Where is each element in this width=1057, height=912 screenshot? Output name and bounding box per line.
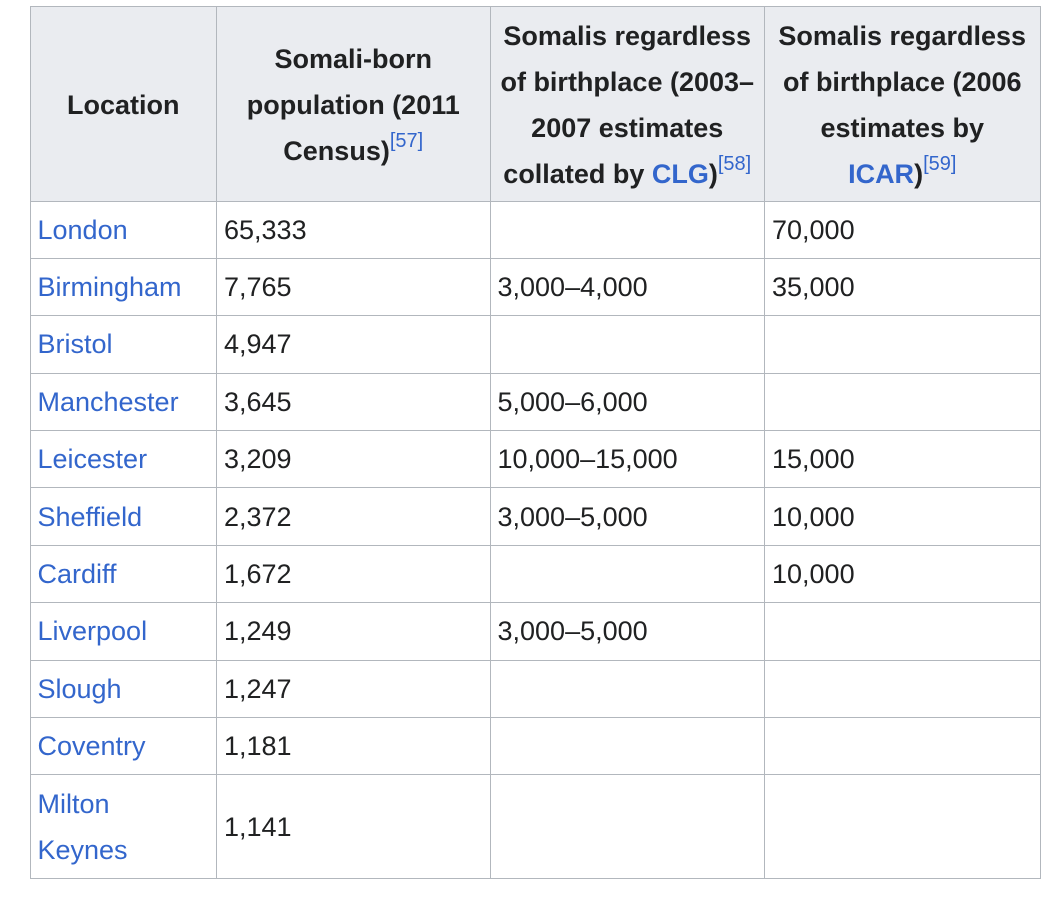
header-clg-estimates: Somalis regardless of birthplace (2003–2…	[490, 6, 765, 202]
cell-icar	[765, 316, 1041, 374]
cell-census: 1,141	[217, 775, 491, 879]
table-row-milton-keynes: Milton Keynes 1,141	[30, 775, 1041, 879]
header-location: Location	[30, 6, 217, 202]
header-census-label: Somali-born population (2011 Census)	[246, 43, 460, 167]
cell-census: 65,333	[217, 201, 491, 259]
cell-icar	[765, 373, 1041, 432]
cell-location: Leicester	[30, 431, 217, 489]
cell-location: Manchester	[30, 373, 217, 432]
reference-59: [59]	[923, 153, 956, 175]
cell-icar: 70,000	[765, 201, 1041, 259]
header-icar-estimates: Somalis regardless of birthplace (2006 e…	[765, 6, 1041, 202]
slough-link[interactable]: Slough	[37, 673, 122, 704]
birmingham-link[interactable]: Birmingham	[37, 271, 182, 302]
header-icar-label-after: )	[914, 159, 924, 190]
table-row-manchester: Manchester 3,645 5,000–6,000	[30, 373, 1041, 432]
manchester-link[interactable]: Manchester	[37, 386, 179, 417]
header-icar-label-before: Somalis regardless of birthplace (2006 e…	[778, 20, 1027, 144]
cell-location: Coventry	[30, 718, 217, 776]
cell-icar: 35,000	[765, 258, 1041, 317]
reference-57: [57]	[390, 130, 423, 152]
cardiff-link[interactable]: Cardiff	[37, 558, 117, 589]
header-row: Location Somali-born population (2011 Ce…	[30, 6, 1041, 202]
cell-location: Cardiff	[30, 545, 217, 604]
cell-clg	[490, 545, 765, 604]
cell-icar	[765, 603, 1041, 661]
reference-57-link[interactable]: [57]	[389, 129, 424, 152]
header-location-label: Location	[67, 89, 180, 120]
clg-link[interactable]: CLG	[651, 159, 709, 190]
cell-census: 3,209	[217, 431, 491, 489]
london-link[interactable]: London	[37, 214, 128, 245]
reference-59-link[interactable]: [59]	[923, 152, 957, 175]
clg-close-ref: )[58]	[708, 154, 751, 190]
cell-clg	[490, 775, 765, 879]
cell-clg: 5,000–6,000	[490, 373, 765, 432]
cell-location: Milton Keynes	[30, 775, 217, 879]
cell-clg: 3,000–5,000	[490, 603, 765, 661]
reference-58: [58]	[718, 153, 751, 175]
table-row-london: London 65,333 70,000	[30, 201, 1041, 259]
header-census-2011: Somali-born population (2011 Census)[57]	[217, 6, 491, 202]
cell-clg	[490, 718, 765, 776]
icar-link[interactable]: ICAR	[848, 159, 915, 190]
cell-census: 2,372	[217, 488, 491, 546]
cell-census: 1,672	[217, 545, 491, 604]
cell-clg	[490, 201, 765, 259]
cell-census: 1,249	[217, 603, 491, 661]
cell-clg: 10,000–15,000	[490, 431, 765, 489]
table-row-liverpool: Liverpool 1,249 3,000–5,000	[30, 603, 1041, 661]
cell-location: Liverpool	[30, 603, 217, 661]
icar-close-ref: )[59]	[914, 154, 956, 190]
table-row-birmingham: Birmingham 7,765 3,000–4,000 35,000	[30, 258, 1041, 317]
cell-census: 1,181	[217, 718, 491, 776]
cell-icar	[765, 660, 1041, 719]
coventry-link[interactable]: Coventry	[37, 731, 146, 762]
cell-census: 7,765	[217, 258, 491, 317]
liverpool-link[interactable]: Liverpool	[37, 616, 148, 647]
header-clg-label-after: )	[708, 159, 718, 190]
table-row-sheffield: Sheffield 2,372 3,000–5,000 10,000	[30, 488, 1041, 546]
sheffield-link[interactable]: Sheffield	[37, 501, 143, 532]
cell-location: Birmingham	[30, 258, 217, 317]
cell-clg: 3,000–4,000	[490, 258, 765, 317]
table-row-leicester: Leicester 3,209 10,000–15,000 15,000	[30, 431, 1041, 489]
cell-icar: 10,000	[765, 545, 1041, 604]
cell-census: 3,645	[217, 373, 491, 432]
cell-clg	[490, 660, 765, 719]
table-row-cardiff: Cardiff 1,672 10,000	[30, 545, 1041, 604]
cell-location: Bristol	[30, 316, 217, 374]
cell-census: 4,947	[217, 316, 491, 374]
cell-location: Slough	[30, 660, 217, 719]
cell-clg: 3,000–5,000	[490, 488, 765, 546]
table-row-slough: Slough 1,247	[30, 660, 1041, 719]
milton-keynes-link[interactable]: Milton Keynes	[37, 788, 128, 865]
table-row-bristol: Bristol 4,947	[30, 316, 1041, 374]
table-row-coventry: Coventry 1,181	[30, 718, 1041, 776]
bristol-link[interactable]: Bristol	[37, 329, 113, 360]
cell-location: London	[30, 201, 217, 259]
header-clg-label-before: Somalis regardless of birthplace (2003–2…	[500, 20, 755, 190]
cell-clg	[490, 316, 765, 374]
cell-icar: 15,000	[765, 431, 1041, 489]
leicester-link[interactable]: Leicester	[37, 444, 148, 475]
cell-icar: 10,000	[765, 488, 1041, 546]
cell-icar	[765, 718, 1041, 776]
cell-icar	[765, 775, 1041, 879]
cell-location: Sheffield	[30, 488, 217, 546]
reference-58-link[interactable]: [58]	[717, 152, 752, 175]
somali-population-table: Location Somali-born population (2011 Ce…	[29, 5, 1041, 879]
cell-census: 1,247	[217, 660, 491, 719]
